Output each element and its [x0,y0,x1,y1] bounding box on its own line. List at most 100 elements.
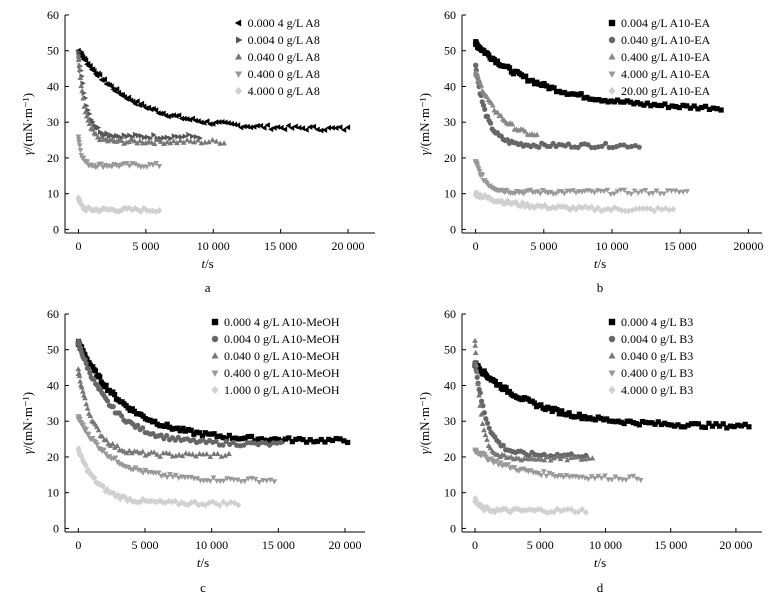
data-point [632,205,639,213]
data-point [180,139,187,145]
data-point [87,63,93,69]
data-point [623,477,629,483]
data-point [157,138,164,144]
data-point [132,131,139,138]
data-point [557,455,564,462]
legend-entry: 0.000 4 g/L A8 [248,16,320,30]
data-point [198,119,204,126]
data-point [224,500,230,508]
x-axis-label: t/s [594,256,606,271]
data-point [220,442,226,448]
legend: 0.000 4 g/L A8 0.004 0 g/L A8 0.040 0 g/L … [234,16,320,98]
data-point [85,432,92,438]
y-tick-label: 0 [450,222,456,236]
data-point [481,451,488,458]
x-tick-label: 20 000 [719,538,752,552]
data-point [554,406,560,413]
data-point [134,98,140,105]
data-point [608,206,615,214]
data-point [602,473,608,479]
data-point [509,121,516,127]
data-point [216,502,223,509]
data-point [266,442,273,448]
data-point [278,439,284,446]
data-point [222,119,228,126]
data-point [186,451,193,457]
data-point [606,144,612,151]
data-point [160,110,166,117]
data-point [174,139,180,146]
data-point [179,452,186,459]
x-tick-label: 20 000 [332,239,365,253]
y-axis-label: γ/(mN·m⁻¹) [417,93,432,155]
data-point [483,416,489,422]
data-point [182,450,189,456]
data-point [98,161,104,167]
data-point [150,162,156,168]
data-point [636,205,643,212]
data-point [137,137,143,144]
series-2 [75,338,284,449]
data-point [161,140,167,146]
data-point [135,163,141,169]
legend-marker [234,19,242,27]
data-point [274,440,280,446]
data-point [100,482,107,490]
data-point [570,188,576,194]
data-point [666,206,673,214]
data-point [553,191,559,197]
legend-entry: 0.004 g/L A10-EA [621,16,711,30]
data-point [564,457,571,463]
legend-marker [608,335,616,343]
data-point [194,137,201,143]
legend-marker [608,19,616,27]
data-point [104,398,111,404]
data-point [99,433,106,439]
data-point [599,143,605,149]
data-point [271,125,277,131]
data-point [186,131,192,138]
data-point [626,474,633,480]
data-point [121,140,127,146]
data-point [121,132,127,138]
data-point [216,119,222,125]
data-point [511,465,518,471]
y-tick-label: 60 [444,307,456,321]
data-point [148,135,154,142]
data-point [175,475,182,481]
series-2 [473,62,642,151]
data-point [251,123,257,130]
data-point [112,392,118,398]
series-2 [76,49,203,142]
data-point [83,360,89,367]
data-point [561,191,568,197]
data-point [144,134,151,140]
data-point [164,474,171,481]
y-axis-label: γ/(mN·m⁻¹) [20,392,35,454]
legend-marker [211,352,219,359]
data-point [672,188,679,194]
data-point [506,65,513,71]
data-point [97,374,103,380]
legend-marker [608,71,616,78]
data-point [108,83,114,90]
data-point [94,442,101,448]
data-point [560,453,567,459]
data-point [625,207,632,215]
data-point [618,206,625,214]
data-point [143,207,150,214]
series-2 [472,359,589,460]
y-tick-label: 60 [47,307,59,321]
data-point [483,454,489,460]
data-point [190,133,196,140]
data-point [87,412,94,419]
data-point [234,122,241,128]
data-point [642,188,649,194]
data-point [560,474,567,481]
data-point [76,140,83,146]
data-point [544,509,551,517]
legend-entry: 4.000 g/L A10-EA [621,67,711,81]
y-tick-label: 20 [444,450,456,464]
data-point [479,172,486,178]
data-point [476,169,483,175]
